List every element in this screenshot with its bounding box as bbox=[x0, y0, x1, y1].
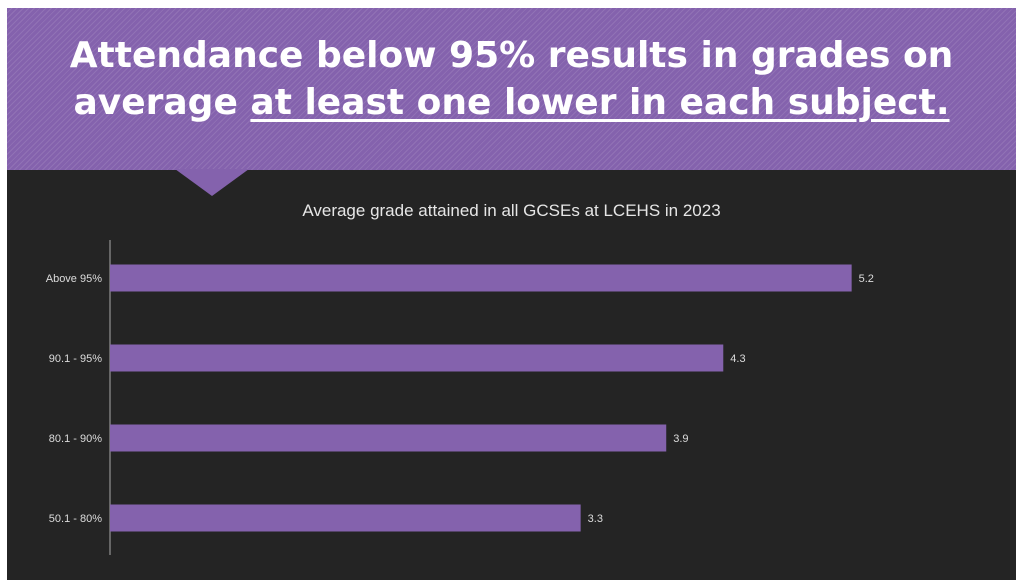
category-label-2: 80.1 - 90% bbox=[49, 433, 102, 445]
bars-layer: Above 95% 5.2 90.1 - 95% 4.3 80.1 - 90% 3.9 50… bbox=[46, 264, 874, 532]
value-label-0: 5.2 bbox=[859, 273, 874, 285]
headline: Attendance below 95% results in grades o… bbox=[7, 32, 1016, 126]
banner-pointer bbox=[175, 169, 249, 196]
category-label-1: 90.1 - 95% bbox=[49, 353, 102, 365]
headline-line-2-underlined: at least one lower in each subject. bbox=[250, 82, 950, 123]
headline-line-1: Attendance below 95% results in grades o… bbox=[69, 35, 954, 76]
category-label-0: Above 95% bbox=[46, 273, 102, 285]
headline-line-2-plain: average bbox=[73, 82, 251, 123]
bar-3 bbox=[110, 504, 581, 532]
bar-1 bbox=[110, 344, 724, 372]
value-label-1: 4.3 bbox=[730, 353, 745, 365]
bar-2 bbox=[110, 424, 667, 452]
headline-banner bbox=[7, 8, 1016, 170]
category-label-3: 50.1 - 80% bbox=[49, 513, 102, 525]
chart-title: Average grade attained in all GCSEs at L… bbox=[302, 201, 721, 220]
slide: Attendance below 95% results in grades o… bbox=[7, 8, 1016, 580]
bar-chart: Above 95% 5.2 90.1 - 95% 4.3 80.1 - 90% 3.9 50… bbox=[46, 240, 874, 555]
bar-0 bbox=[110, 264, 852, 292]
value-label-3: 3.3 bbox=[588, 513, 603, 525]
value-label-2: 3.9 bbox=[673, 433, 688, 445]
